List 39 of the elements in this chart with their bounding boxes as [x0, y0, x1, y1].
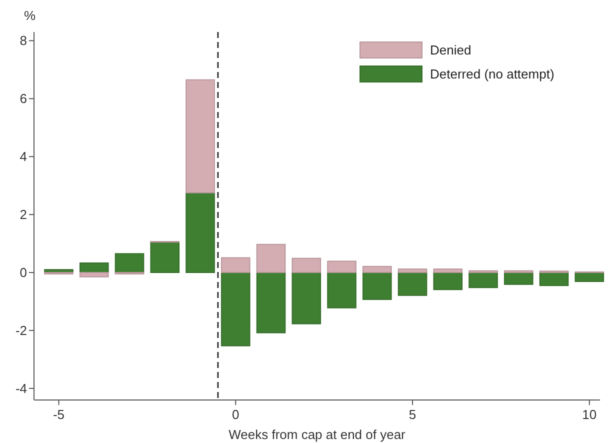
bar: [574, 272, 604, 282]
bar: [256, 272, 286, 334]
bar: [292, 258, 322, 274]
bar: [327, 260, 356, 274]
y-axis-title: %: [24, 8, 36, 23]
x-tick-label: 10: [582, 407, 597, 422]
x-tick-label: 0: [232, 407, 240, 422]
y-tick-label: -2: [15, 323, 27, 338]
y-tick-label: 8: [20, 33, 27, 48]
legend-label: Deterred (no attempt): [430, 66, 554, 82]
bar: [186, 79, 215, 194]
y-tick-label: 0: [20, 265, 27, 280]
bar: [362, 272, 392, 300]
x-axis-title: Weeks from cap at end of year: [228, 427, 406, 442]
bar: [256, 244, 286, 274]
bar: [539, 272, 569, 286]
bar: [220, 257, 250, 274]
bar: [79, 262, 109, 274]
bar: [398, 268, 428, 274]
bar: [292, 272, 322, 324]
y-tick-label: 4: [20, 149, 27, 164]
x-tick-label: -5: [52, 407, 65, 422]
y-tick-label: -4: [15, 380, 27, 396]
bar: [186, 192, 215, 274]
bar: [433, 268, 463, 274]
legend-label: Denied: [430, 42, 472, 58]
bar: [327, 272, 356, 308]
bar: [504, 272, 534, 285]
bar: [79, 272, 109, 278]
bar: [150, 242, 180, 274]
bar: [114, 253, 144, 274]
bar: [362, 266, 392, 274]
bar: [468, 272, 498, 288]
bar: [433, 272, 463, 290]
y-tick-label: 2: [20, 207, 27, 222]
bar: [220, 272, 250, 346]
bar: [398, 272, 428, 296]
x-tick-label: 5: [408, 407, 416, 422]
y-tick-label: 6: [20, 91, 27, 106]
